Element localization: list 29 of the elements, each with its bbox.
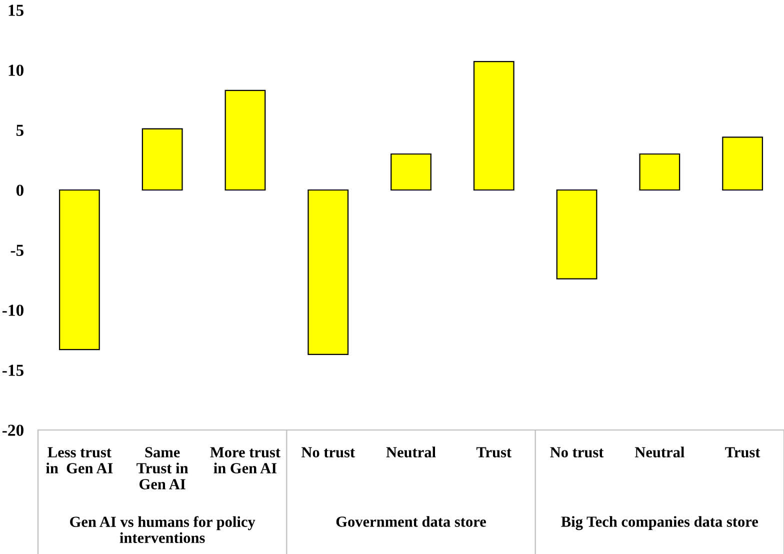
x-tick-label: No trust <box>301 447 355 458</box>
bar <box>390 153 432 191</box>
text: Government data store <box>336 516 486 527</box>
y-tick-label: -20 <box>2 424 24 436</box>
bar <box>639 153 680 191</box>
text: Big Tech companies data store <box>561 516 758 530</box>
bar <box>473 61 514 191</box>
y-tick-label: 15 <box>8 4 24 16</box>
y-tick-label: 0 <box>16 184 24 196</box>
y-tick-label: -15 <box>2 364 24 376</box>
x-tick-label: Same Trust in Gen AI <box>136 447 188 490</box>
bar <box>722 136 764 191</box>
x-tick-label: Trust <box>476 447 512 458</box>
x-tick-label: Less trust in Gen AI <box>46 447 113 474</box>
y-tick-label: -10 <box>2 304 24 316</box>
bar <box>308 189 349 355</box>
x-tick-label: Neutral <box>386 446 436 458</box>
y-tick-label: 10 <box>8 64 24 76</box>
x-tick-label: No trust <box>550 447 604 458</box>
x-tick-label: Trust <box>725 447 760 458</box>
x-tick-label: Neutral <box>634 446 684 458</box>
bar <box>58 189 100 350</box>
y-tick-label: 5 <box>16 124 24 136</box>
text: Gen AI vs humans for policy interventions <box>70 516 256 544</box>
y-tick-label: -5 <box>10 244 24 256</box>
bar <box>142 128 183 191</box>
bar <box>224 90 266 191</box>
x-tick-label: More trust in Gen AI <box>210 447 280 474</box>
bar <box>556 189 598 280</box>
